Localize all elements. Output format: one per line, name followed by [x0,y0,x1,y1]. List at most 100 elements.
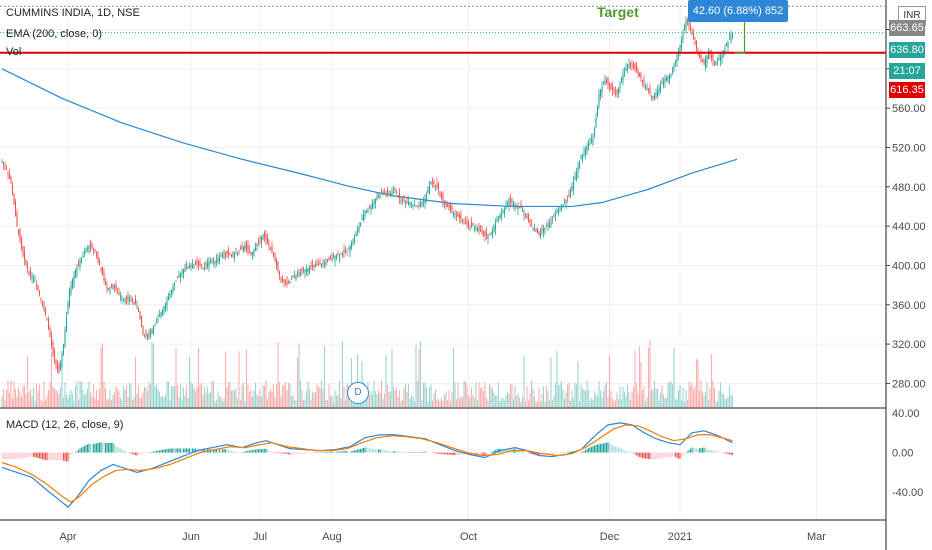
time-tick-label: Jul [253,531,267,543]
macd-histogram-bar [589,447,591,453]
volume-bar [649,340,651,408]
macd-histogram-bar [320,452,323,453]
volume-bar [485,397,488,408]
volume-bar [199,385,201,408]
macd-histogram-bar [631,451,633,453]
macd-histogram-bar [683,452,686,455]
volume-bar [692,389,695,408]
dividend-badge[interactable]: D [347,382,369,404]
candle-body [274,253,276,261]
macd-histogram-bar [22,452,24,459]
volume-bar [403,388,405,408]
candle-body [74,270,77,278]
volume-bar [398,390,401,408]
volume-bar [515,395,518,408]
macd-legend[interactable]: MACD (12, 26, close, 9) [6,419,124,431]
macd-histogram-bar [394,451,396,453]
macd-histogram-bar [170,448,173,453]
candle-body [542,229,545,233]
candle-body [680,39,683,48]
macd-histogram-bar [244,451,246,453]
candle-body [595,117,597,127]
macd-histogram-bar [269,451,272,453]
macd-histogram-bar [371,448,374,453]
volume-legend[interactable]: Vol [6,46,22,58]
candle-body [277,261,279,271]
ema-legend[interactable]: EMA (200, close, 0) [6,28,102,40]
volume-bar [685,389,687,408]
candle-body [160,312,162,317]
volume-bar [541,394,543,408]
macd-histogram-bar [130,452,132,454]
candle-body [214,260,216,264]
macd-histogram-bar [362,447,365,453]
candle-body [103,272,105,281]
macd-histogram-bar [386,450,389,453]
signal-line [1,424,733,503]
candle-body [161,309,164,316]
macd-histogram-bar [311,452,314,454]
macd-histogram-bar [692,447,695,453]
macd-histogram-bar [338,451,341,453]
volume-bar [475,382,477,408]
macd-histogram-bar [608,443,611,453]
candle-body [517,206,519,210]
candle-body [605,79,608,83]
candle-body [377,195,380,197]
macd-histogram-bar [101,442,104,453]
volume-bar [275,384,278,408]
macd-histogram-bar [53,452,56,461]
candle-body [457,212,459,217]
volume-bar [296,357,299,408]
candle-body [668,74,671,80]
candle-body [295,275,297,280]
volume-bar [688,381,690,408]
volume-bar [217,391,219,408]
volume-bar [440,397,443,408]
candle-body [407,202,410,206]
volume-bar [121,400,123,408]
volume-bar [55,389,57,408]
volume-bar [562,389,564,408]
symbol-title[interactable]: CUMMINS INDIA, 1D, NSE [6,7,140,19]
volume-bar [176,384,179,408]
volume-bar [401,399,404,408]
macd-histogram-bar [151,452,153,453]
macd-histogram-bar [10,452,12,460]
volume-bar [73,401,75,408]
candle-body [413,204,416,206]
candle-body [212,257,215,261]
volume-bar [239,399,242,408]
candle-body [58,365,60,374]
volume-bar [385,354,387,408]
macd-histogram-bar [398,451,401,453]
macd-histogram-bar [38,452,41,459]
macd-histogram-bar [617,447,620,453]
macd-histogram-bar [347,451,350,453]
candle-body [211,261,213,263]
volume-bar [47,390,50,408]
macd-histogram-bar [710,450,713,453]
volume-bar [608,355,611,408]
candle-body [286,280,288,286]
macd-histogram-bar [172,448,174,453]
macd-histogram-bar [1,452,3,460]
candle-body [157,318,159,320]
macd-histogram-bar [680,452,683,458]
macd-histogram-bar [374,449,377,453]
macd-histogram-bar [703,447,705,453]
candle-body [203,266,206,268]
volume-bar [134,356,137,408]
candle-body [394,188,396,191]
volume-bar [310,399,312,408]
macd-histogram-bar [275,452,278,454]
macd-histogram-bar [17,452,20,459]
time-tick-label: Mar [807,531,826,543]
volume-bar [613,401,615,408]
volume-bar [574,382,576,408]
volume-bar [694,386,696,408]
candle-body [82,255,84,257]
price-tick-label: 560.00 [892,103,926,115]
volume-bar [503,400,506,408]
